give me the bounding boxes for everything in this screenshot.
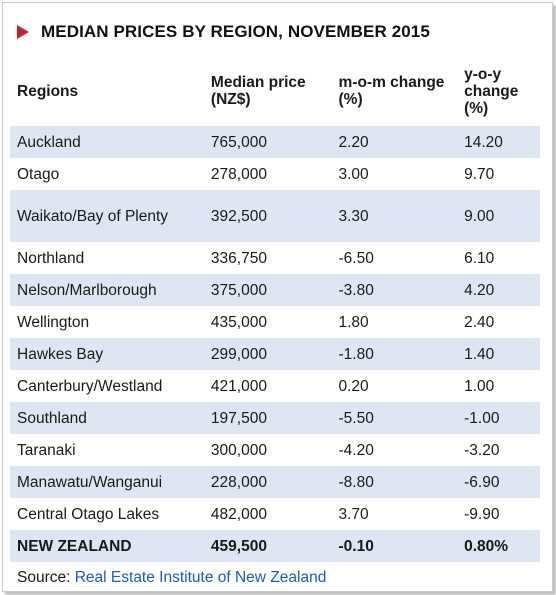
cell-region: Canterbury/Westland xyxy=(17,377,163,395)
cell-yoy: -3.20 xyxy=(464,441,500,459)
source-link[interactable]: Real Estate Institute of New Zealand xyxy=(74,569,327,586)
cell-mom: 3.30 xyxy=(331,190,458,242)
cell-region: Central Otago Lakes xyxy=(17,505,160,523)
table-row: Central Otago Lakes 482,000 3.70 -9.90 xyxy=(10,498,540,530)
header-mom-change: m-o-m change (%) xyxy=(338,74,445,108)
cell-yoy: 9.00 xyxy=(457,190,540,242)
total-row: NEW ZEALAND 459,500 -0.10 0.80% xyxy=(10,530,540,562)
table-row: Southland 197,500 -5.50 -1.00 xyxy=(10,402,540,434)
cell-mom: -6.50 xyxy=(338,249,374,267)
cell-yoy: 4.20 xyxy=(457,274,540,306)
cell-yoy: 9.70 xyxy=(464,165,495,183)
cell-median: 482,000 xyxy=(210,505,267,523)
cell-yoy: 6.10 xyxy=(464,249,495,267)
cell-median: 336,750 xyxy=(210,249,267,267)
table-row: Wellington 435,000 1.80 2.40 xyxy=(10,306,540,338)
header-region: Regions xyxy=(17,82,79,100)
table-row: Canterbury/Westland 421,000 0.20 1.00 xyxy=(10,370,540,402)
cell-region: Waikato/Bay of Plenty xyxy=(10,190,204,242)
cell-yoy: 1.40 xyxy=(457,338,540,370)
cell-region: NEW ZEALAND xyxy=(10,530,204,562)
cell-mom: -0.10 xyxy=(331,530,458,562)
cell-region: Wellington xyxy=(17,313,90,331)
cell-yoy: 1.00 xyxy=(464,377,495,395)
table-row: Taranaki 300,000 -4.20 -3.20 xyxy=(10,434,540,466)
cell-mom: 3.70 xyxy=(338,505,369,523)
header-median-price: Median price (NZ$) xyxy=(210,74,306,108)
cell-region: Southland xyxy=(10,402,204,434)
cell-median: 299,000 xyxy=(203,338,332,370)
cell-yoy: -9.90 xyxy=(464,505,500,523)
table-title-block: MEDIAN PRICES BY REGION, NOVEMBER 2015 xyxy=(17,21,430,43)
header-row: Regions Median price (NZ$) m-o-m change … xyxy=(10,56,540,126)
cell-yoy: 0.80% xyxy=(457,530,540,562)
cell-mom: 0.20 xyxy=(338,377,369,395)
cell-mom: -4.20 xyxy=(338,441,374,459)
source-line: Source: Real Estate Institute of New Zea… xyxy=(17,569,326,587)
cell-mom: 3.00 xyxy=(338,165,369,183)
cell-region: Auckland xyxy=(10,126,204,158)
median-prices-table: Regions Median price (NZ$) m-o-m change … xyxy=(10,56,540,562)
cell-median: 435,000 xyxy=(210,313,267,331)
table-title: MEDIAN PRICES BY REGION, NOVEMBER 2015 xyxy=(41,22,430,41)
cell-region: Taranaki xyxy=(17,441,76,459)
cell-median: 228,000 xyxy=(203,466,332,498)
table-row: Waikato/Bay of Plenty 392,500 3.30 9.00 xyxy=(10,190,540,242)
cell-median: 459,500 xyxy=(203,530,332,562)
cell-region: Northland xyxy=(17,249,85,267)
cell-median: 375,000 xyxy=(203,274,332,306)
cell-median: 421,000 xyxy=(210,377,267,395)
cell-mom: -1.80 xyxy=(331,338,458,370)
cell-region: Manawatu/Wanganui xyxy=(10,466,204,498)
header-yoy-change: y-o-y change (%) xyxy=(464,65,519,117)
cell-region: Otago xyxy=(17,165,60,183)
cell-yoy: 14.20 xyxy=(457,126,540,158)
cell-median: 300,000 xyxy=(210,441,267,459)
source-label: Source: xyxy=(17,569,71,586)
cell-median: 765,000 xyxy=(203,126,332,158)
table-row: Northland 336,750 -6.50 6.10 xyxy=(10,242,540,274)
cell-median: 392,500 xyxy=(203,190,332,242)
cell-region: Hawkes Bay xyxy=(10,338,204,370)
table-row: Auckland 765,000 2.20 14.20 xyxy=(10,126,540,158)
arrow-right-icon xyxy=(17,25,29,39)
cell-region: Nelson/Marlborough xyxy=(10,274,204,306)
cell-mom: -8.80 xyxy=(331,466,458,498)
cell-yoy: -1.00 xyxy=(457,402,540,434)
cell-mom: 1.80 xyxy=(338,313,369,331)
table-row: Manawatu/Wanganui 228,000 -8.80 -6.90 xyxy=(10,466,540,498)
table-row: Hawkes Bay 299,000 -1.80 1.40 xyxy=(10,338,540,370)
cell-mom: -5.50 xyxy=(331,402,458,434)
table-row: Nelson/Marlborough 375,000 -3.80 4.20 xyxy=(10,274,540,306)
cell-median: 278,000 xyxy=(210,165,267,183)
cell-mom: 2.20 xyxy=(331,126,458,158)
cell-yoy: 2.40 xyxy=(464,313,495,331)
cell-median: 197,500 xyxy=(203,402,332,434)
table-row: Otago 278,000 3.00 9.70 xyxy=(10,158,540,190)
cell-mom: -3.80 xyxy=(331,274,458,306)
cell-yoy: -6.90 xyxy=(457,466,540,498)
